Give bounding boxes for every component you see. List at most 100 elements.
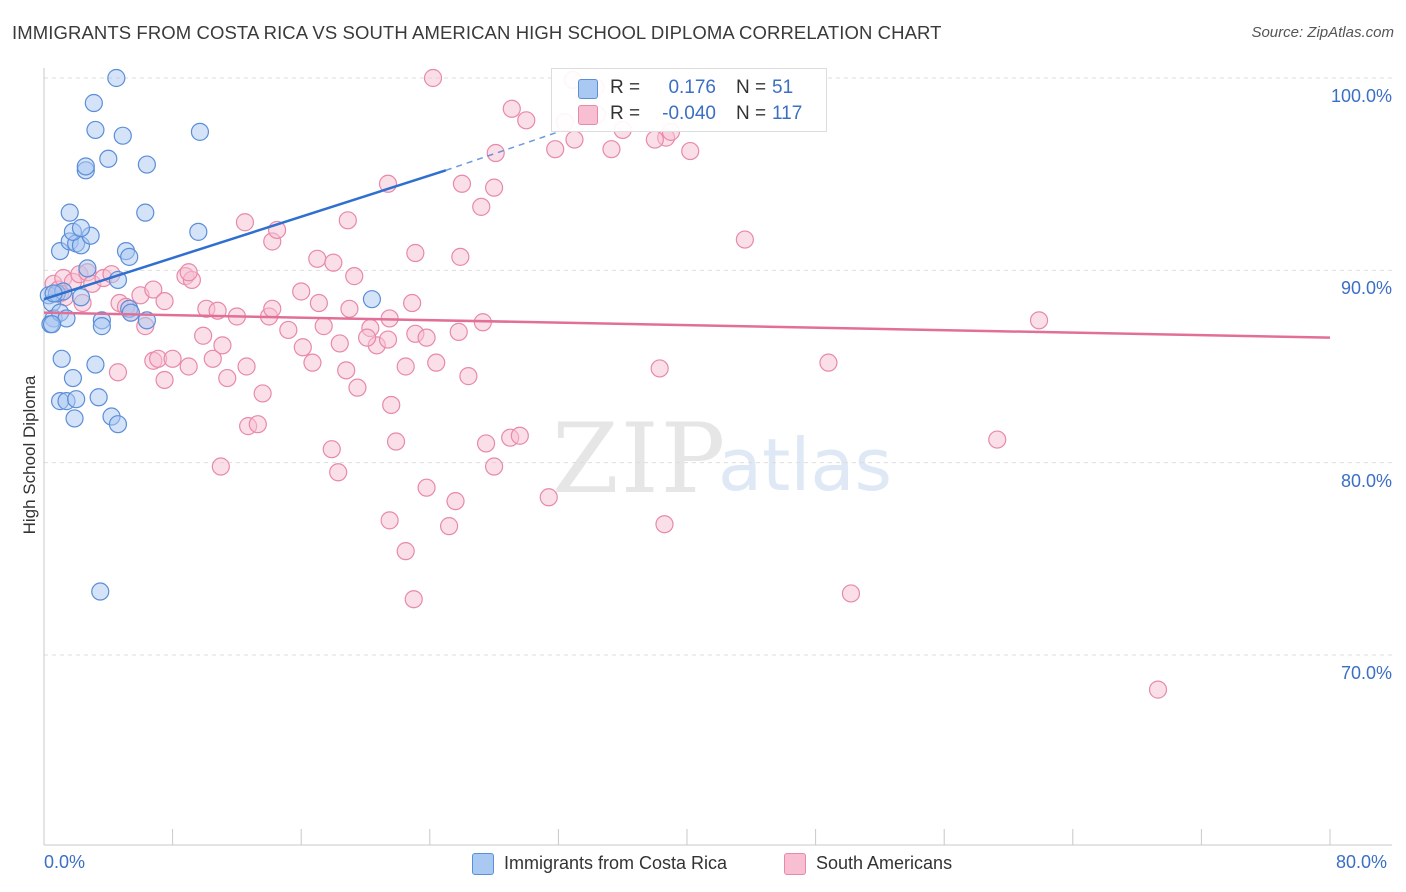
stats-legend-row-costa-rica: R = 0.176 N = 51 xyxy=(552,75,826,101)
series-costa-rica xyxy=(39,68,382,601)
legend-swatch-blue xyxy=(578,79,598,99)
south-americans-point xyxy=(988,430,1007,449)
costa-rica-point xyxy=(86,355,105,374)
south-americans-point xyxy=(253,384,272,403)
costa-rica-point xyxy=(71,218,91,238)
legend-swatch-blue xyxy=(472,853,494,875)
south-americans-point xyxy=(348,378,367,397)
south-americans-point xyxy=(386,432,406,451)
south-americans-point xyxy=(655,515,674,534)
costa-rica-point xyxy=(120,247,139,266)
costa-rica-point xyxy=(362,290,382,309)
costa-rica-point xyxy=(42,315,62,334)
legend-swatch-pink xyxy=(578,105,598,125)
south-americans-point xyxy=(650,359,669,378)
south-americans-point xyxy=(303,353,322,372)
costa-rica-point xyxy=(67,390,86,409)
south-americans-point xyxy=(645,130,664,149)
south-americans-point xyxy=(485,457,504,476)
south-americans-point xyxy=(203,349,222,368)
south-americans-point xyxy=(517,111,536,130)
trend-line-costa-rica xyxy=(43,169,447,301)
series-south-americans xyxy=(44,68,1168,699)
south-americans-point xyxy=(155,292,174,311)
south-americans-point xyxy=(235,213,255,232)
south-americans-point xyxy=(144,280,163,299)
south-americans-point xyxy=(417,478,436,497)
n-value: 51 xyxy=(772,77,794,98)
south-americans-point xyxy=(546,140,565,159)
costa-rica-point xyxy=(113,126,132,145)
trend-line-costa-rica-extension xyxy=(445,131,559,172)
south-americans-point xyxy=(1029,311,1049,330)
costa-rica-point xyxy=(121,303,140,322)
costa-rica-point xyxy=(137,311,156,330)
south-americans-point xyxy=(427,353,446,372)
south-americans-point xyxy=(263,299,282,318)
south-americans-point xyxy=(417,328,436,347)
costa-rica-point xyxy=(189,222,208,241)
costa-rica-point xyxy=(107,68,126,88)
south-americans-point xyxy=(194,326,213,345)
r-value: -0.040 xyxy=(662,103,716,124)
axes xyxy=(43,68,1392,846)
n-label: N = xyxy=(736,77,767,98)
south-americans-point xyxy=(539,488,558,507)
south-americans-point xyxy=(293,338,312,357)
south-americans-point xyxy=(345,267,364,286)
stats-legend: R = 0.176 N = 51 R = -0.040 N = 117 xyxy=(551,68,827,132)
south-americans-point xyxy=(322,440,341,459)
south-americans-point xyxy=(108,363,128,382)
south-americans-point xyxy=(841,584,861,603)
costa-rica-point xyxy=(99,149,118,168)
costa-rica-point xyxy=(84,93,103,113)
south-americans-point xyxy=(218,368,237,388)
costa-rica-point xyxy=(136,203,155,222)
south-americans-point xyxy=(338,211,357,230)
legend-label: South Americans xyxy=(816,853,953,873)
south-americans-point xyxy=(155,370,174,390)
y-tick-label: 70.0% xyxy=(1340,663,1392,683)
chart-title: IMMIGRANTS FROM COSTA RICA VS SOUTH AMER… xyxy=(12,22,942,43)
south-americans-point xyxy=(396,542,415,561)
watermark-atlas: atlas xyxy=(718,423,892,507)
n-value: 117 xyxy=(772,103,803,124)
costa-rica-point xyxy=(86,120,105,140)
south-americans-point xyxy=(314,317,333,336)
south-americans-point xyxy=(292,282,311,301)
south-americans-point xyxy=(337,361,356,380)
costa-rica-point xyxy=(76,157,95,176)
south-americans-point xyxy=(396,357,415,376)
south-americans-point xyxy=(340,299,359,318)
costa-rica-point xyxy=(63,368,83,388)
costa-rica-point xyxy=(190,122,210,141)
south-americans-point xyxy=(329,463,348,482)
costa-rica-point xyxy=(52,349,71,368)
x-tick-label-min: 0.0% xyxy=(44,852,86,872)
south-americans-point xyxy=(476,434,496,453)
south-americans-point xyxy=(380,511,399,530)
costa-rica-point xyxy=(92,317,111,336)
south-americans-point xyxy=(449,322,468,341)
south-americans-point xyxy=(309,293,328,313)
zipatlas-watermark: ZIP atlas xyxy=(552,403,892,515)
south-americans-point xyxy=(308,249,327,268)
costa-rica-point xyxy=(137,155,156,174)
south-americans-point xyxy=(439,517,459,536)
y-tick-label: 100.0% xyxy=(1330,86,1392,106)
trend-lines xyxy=(43,131,1331,339)
south-americans-point xyxy=(406,243,425,263)
source-credit: Source: ZipAtlas.com xyxy=(1251,24,1394,41)
y-tick-label: 80.0% xyxy=(1340,470,1392,491)
south-americans-point xyxy=(681,141,700,161)
south-americans-point xyxy=(735,230,754,249)
south-americans-point xyxy=(423,68,443,88)
gridlines xyxy=(44,77,1392,656)
costa-rica-point xyxy=(91,582,110,601)
r-label: R = xyxy=(610,77,641,98)
south-americans-point xyxy=(163,349,182,368)
south-americans-point xyxy=(179,263,198,282)
south-americans-point xyxy=(179,357,198,376)
south-americans-point xyxy=(279,320,298,340)
